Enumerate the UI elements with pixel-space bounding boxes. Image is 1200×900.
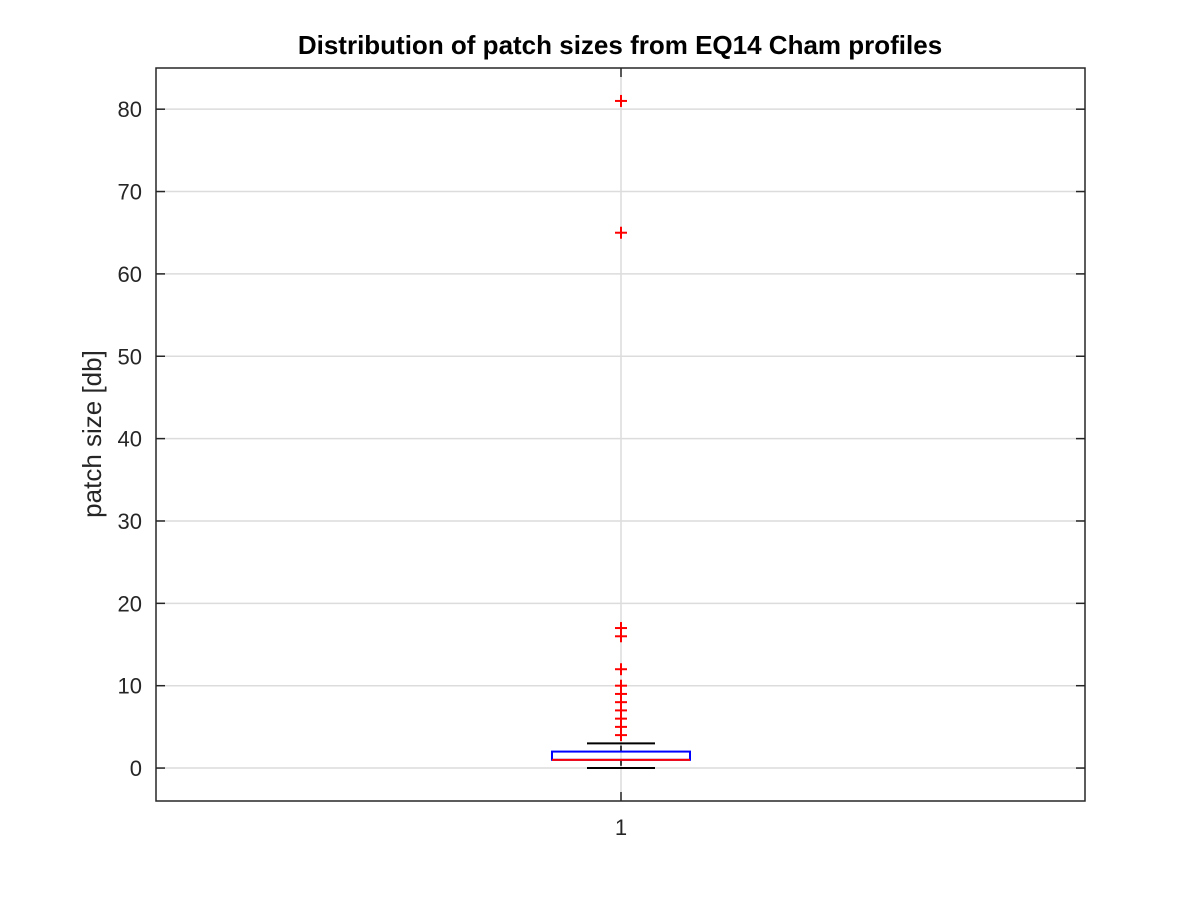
- y-tick-label: 10: [118, 674, 142, 699]
- y-tick-label: 30: [118, 509, 142, 534]
- x-tick-label: 1: [615, 815, 627, 840]
- y-tick-label: 50: [118, 344, 142, 369]
- outlier-point: [615, 622, 627, 635]
- outlier-point: [615, 663, 627, 676]
- chart-title: Distribution of patch sizes from EQ14 Ch…: [298, 30, 942, 60]
- y-tick-label: 40: [118, 427, 142, 452]
- y-axis-label: patch size [db]: [77, 350, 107, 518]
- y-tick-label: 60: [118, 262, 142, 287]
- outlier-point: [615, 94, 627, 107]
- y-tick-label: 0: [130, 756, 142, 781]
- y-tick-label: 20: [118, 591, 142, 616]
- outlier-point: [615, 679, 627, 692]
- outlier-point: [615, 226, 627, 239]
- grid-lines: [156, 68, 1085, 801]
- axis-ticks: 0 10 20 30 40 50 60 70 80 1: [118, 68, 1085, 840]
- y-tick-label: 80: [118, 97, 142, 122]
- plot-area: [551, 94, 691, 770]
- y-tick-label: 70: [118, 180, 142, 205]
